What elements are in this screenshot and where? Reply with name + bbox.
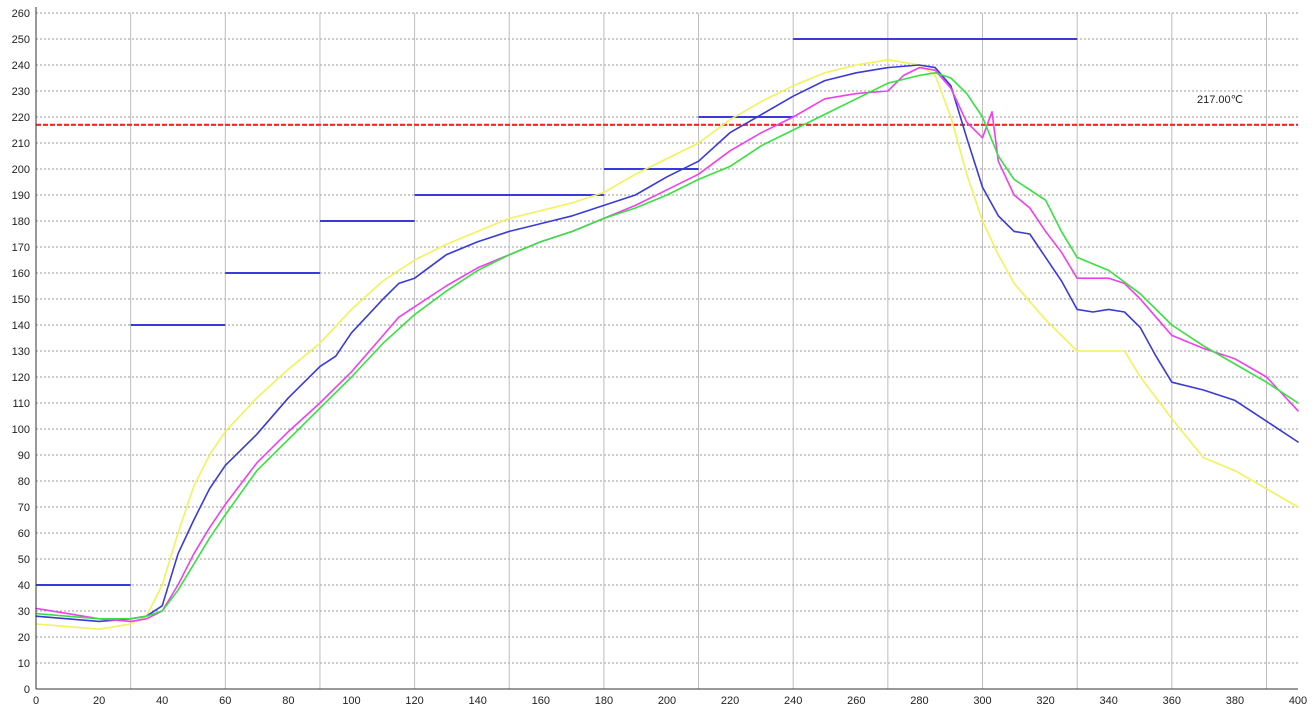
y-tick-label-50: 50 xyxy=(18,554,30,566)
label-layer: 0 10 20 30 40 50 60 70 80 90 100 110 120 130 140 150 160… xyxy=(12,8,1308,707)
y-tick-label-160: 160 xyxy=(12,268,30,280)
x-tick-label-0: 0 xyxy=(33,695,39,707)
x-tick-label-60: 60 xyxy=(219,695,231,707)
series-layer xyxy=(35,58,1299,631)
y-tick-label-110: 110 xyxy=(12,398,30,410)
axis-layer xyxy=(35,7,1298,690)
y-tick-label-40: 40 xyxy=(18,580,30,592)
x-tick-label-280: 280 xyxy=(910,695,928,707)
x-tick-label-240: 240 xyxy=(784,695,802,707)
y-tick-label-200: 200 xyxy=(12,164,30,176)
x-tick-label-160: 160 xyxy=(532,695,550,707)
x-tick-label-400: 400 xyxy=(1289,695,1307,707)
x-tick-label-80: 80 xyxy=(282,695,294,707)
series-line-2 xyxy=(35,64,1299,623)
y-tick-label-170: 170 xyxy=(12,242,30,254)
y-tick-label-20: 20 xyxy=(18,632,30,644)
y-tick-label-100: 100 xyxy=(12,424,30,436)
x-tick-label-320: 320 xyxy=(1036,695,1054,707)
series-line-1 xyxy=(35,58,1299,631)
y-tick-label-150: 150 xyxy=(12,294,30,306)
y-tick-label-260: 260 xyxy=(12,8,30,20)
y-tick-label-0: 0 xyxy=(24,684,30,696)
y-tick-label-90: 90 xyxy=(18,450,30,462)
x-tick-label-100: 100 xyxy=(342,695,360,707)
y-tick-label-250: 250 xyxy=(12,34,30,46)
x-tick-label-120: 120 xyxy=(405,695,423,707)
setpoint-layer xyxy=(36,38,1078,586)
series-line-4 xyxy=(35,72,1299,620)
y-tick-label-190: 190 xyxy=(12,190,30,202)
x-tick-label-40: 40 xyxy=(156,695,168,707)
y-tick-label-230: 230 xyxy=(12,86,30,98)
x-tick-label-360: 360 xyxy=(1163,695,1181,707)
y-tick-label-130: 130 xyxy=(12,346,30,358)
x-tick-label-20: 20 xyxy=(93,695,105,707)
x-tick-label-300: 300 xyxy=(973,695,991,707)
x-tick-label-340: 340 xyxy=(1100,695,1118,707)
y-tick-label-80: 80 xyxy=(18,476,30,488)
x-tick-label-200: 200 xyxy=(658,695,676,707)
y-tick-label-10: 10 xyxy=(18,658,30,670)
y-tick-label-70: 70 xyxy=(18,502,30,514)
threshold-label: 217.00℃ xyxy=(1197,94,1243,106)
y-tick-label-60: 60 xyxy=(18,528,30,540)
x-tick-label-180: 180 xyxy=(595,695,613,707)
y-tick-label-120: 120 xyxy=(12,372,30,384)
y-tick-label-210: 210 xyxy=(12,138,30,150)
x-tick-label-380: 380 xyxy=(1226,695,1244,707)
y-tick-label-180: 180 xyxy=(12,216,30,228)
y-tick-label-140: 140 xyxy=(12,320,30,332)
x-tick-label-140: 140 xyxy=(469,695,487,707)
y-tick-label-240: 240 xyxy=(12,60,30,72)
series-line-3 xyxy=(35,66,1299,623)
y-tick-label-30: 30 xyxy=(18,606,30,618)
y-tick-label-220: 220 xyxy=(12,112,30,124)
x-tick-label-220: 220 xyxy=(721,695,739,707)
x-tick-label-260: 260 xyxy=(847,695,865,707)
